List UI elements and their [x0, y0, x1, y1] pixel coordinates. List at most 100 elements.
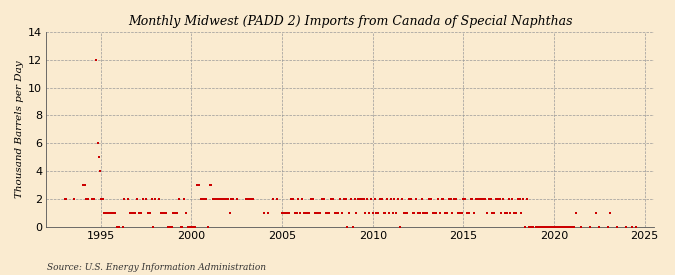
Point: [440, 210, 451, 215]
Point: [516, 210, 526, 215]
Point: [317, 197, 327, 201]
Point: [325, 197, 336, 201]
Point: [159, 210, 169, 215]
Point: [483, 197, 494, 201]
Point: [130, 210, 140, 215]
Point: [621, 224, 632, 229]
Point: [494, 197, 505, 201]
Point: [86, 197, 97, 201]
Point: [496, 210, 507, 215]
Point: [141, 197, 152, 201]
Point: [105, 210, 115, 215]
Point: [476, 197, 487, 201]
Point: [412, 210, 423, 215]
Point: [202, 224, 213, 229]
Point: [88, 197, 99, 201]
Point: [108, 210, 119, 215]
Point: [545, 224, 556, 229]
Point: [449, 197, 460, 201]
Point: [373, 210, 383, 215]
Point: [538, 224, 549, 229]
Point: [346, 197, 356, 201]
Point: [78, 183, 88, 187]
Point: [512, 197, 523, 201]
Title: Monthly Midwest (PADD 2) Imports from Canada of Special Naphthas: Monthly Midwest (PADD 2) Imports from Ca…: [128, 15, 572, 28]
Point: [302, 210, 313, 215]
Point: [267, 197, 278, 201]
Point: [304, 210, 315, 215]
Point: [83, 197, 94, 201]
Point: [362, 197, 373, 201]
Point: [396, 197, 407, 201]
Point: [375, 197, 385, 201]
Point: [313, 210, 324, 215]
Point: [282, 210, 293, 215]
Point: [626, 224, 637, 229]
Point: [418, 210, 429, 215]
Point: [242, 197, 253, 201]
Point: [286, 197, 296, 201]
Point: [567, 224, 578, 229]
Point: [168, 210, 179, 215]
Point: [422, 210, 433, 215]
Point: [435, 210, 446, 215]
Point: [335, 197, 346, 201]
Point: [409, 210, 420, 215]
Point: [150, 197, 161, 201]
Point: [164, 224, 175, 229]
Point: [142, 210, 153, 215]
Point: [472, 197, 483, 201]
Point: [590, 210, 601, 215]
Point: [594, 224, 605, 229]
Point: [480, 197, 491, 201]
Point: [576, 224, 587, 229]
Point: [371, 210, 382, 215]
Point: [353, 197, 364, 201]
Point: [539, 224, 550, 229]
Point: [182, 224, 193, 229]
Point: [531, 224, 541, 229]
Point: [210, 197, 221, 201]
Point: [173, 197, 184, 201]
Point: [232, 197, 242, 201]
Point: [451, 197, 462, 201]
Point: [68, 197, 79, 201]
Point: [491, 197, 502, 201]
Point: [94, 155, 105, 159]
Point: [549, 224, 560, 229]
Point: [556, 224, 566, 229]
Point: [514, 197, 525, 201]
Point: [526, 224, 537, 229]
Point: [259, 210, 269, 215]
Point: [414, 210, 425, 215]
Point: [146, 197, 157, 201]
Point: [505, 210, 516, 215]
Point: [309, 210, 320, 215]
Y-axis label: Thousand Barrels per Day: Thousand Barrels per Day: [15, 60, 24, 198]
Point: [462, 210, 472, 215]
Point: [478, 197, 489, 201]
Point: [360, 210, 371, 215]
Point: [612, 224, 623, 229]
Point: [364, 210, 375, 215]
Point: [227, 197, 238, 201]
Point: [137, 197, 148, 201]
Point: [387, 210, 398, 215]
Point: [570, 210, 581, 215]
Point: [565, 224, 576, 229]
Point: [510, 210, 521, 215]
Point: [244, 197, 255, 201]
Point: [123, 197, 134, 201]
Point: [411, 197, 422, 201]
Point: [190, 224, 200, 229]
Point: [246, 197, 256, 201]
Point: [446, 197, 456, 201]
Point: [342, 224, 353, 229]
Point: [406, 197, 416, 201]
Point: [534, 224, 545, 229]
Point: [547, 224, 558, 229]
Point: [398, 210, 409, 215]
Point: [155, 210, 166, 215]
Point: [195, 197, 206, 201]
Point: [366, 197, 377, 201]
